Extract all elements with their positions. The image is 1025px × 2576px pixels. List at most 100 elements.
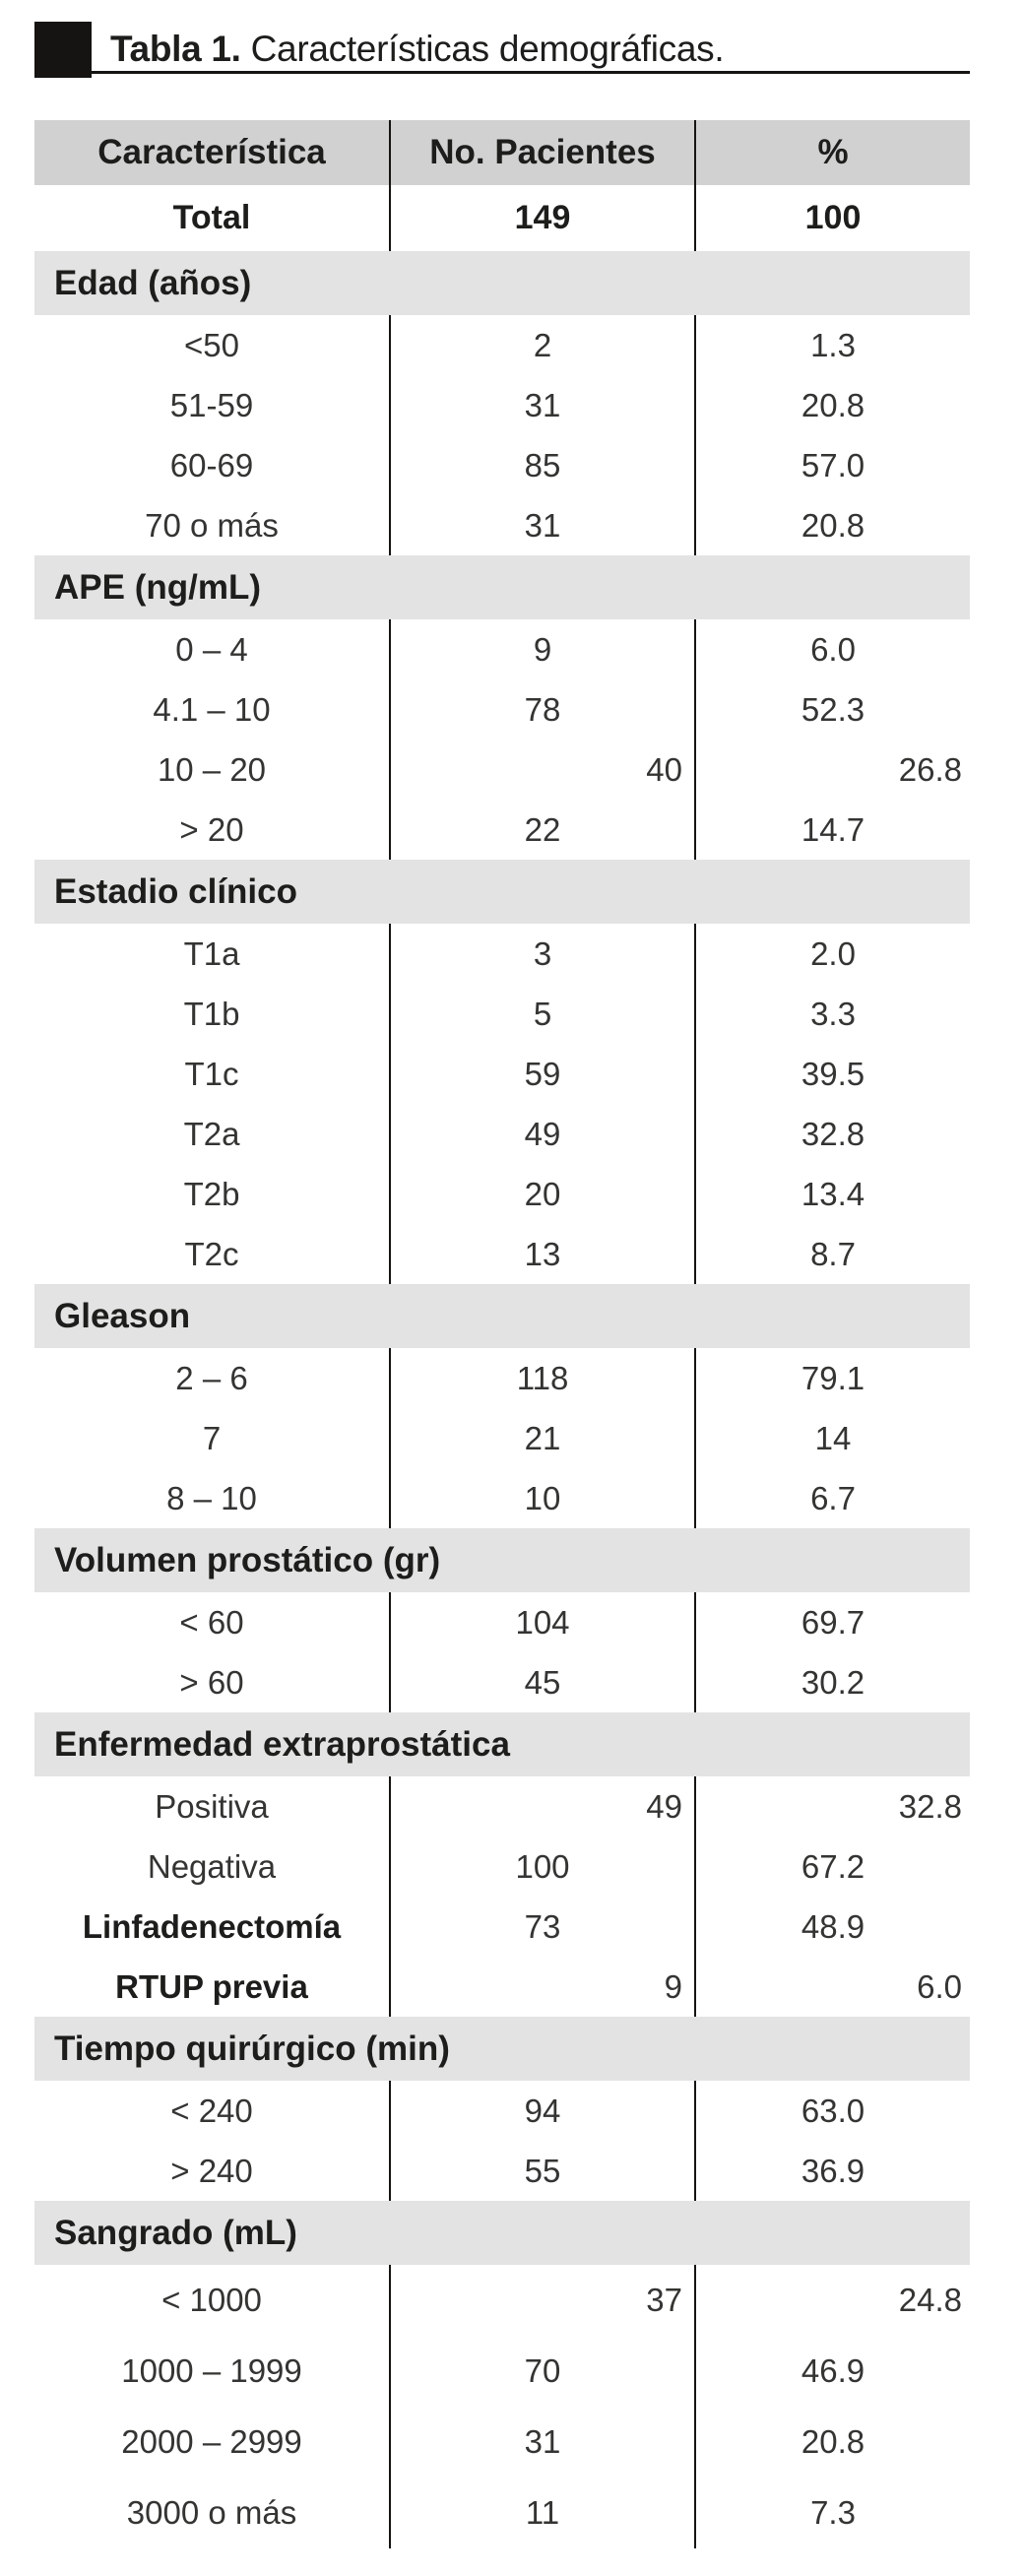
row-pct-value: 20.8 [694,2407,970,2478]
row-label: 1000 – 1999 [121,2352,302,2389]
table-row: 10 – 20 40 26.8 [34,740,970,800]
row-pct-value: 20.8 [694,495,970,555]
row-pct-value: 46.9 [694,2336,970,2407]
table-row: <50 2 1.3 [34,315,970,375]
row-label: > 60 [179,1663,244,1701]
section-band: Sangrado (mL) [34,2201,970,2265]
row-pct-value: 67.2 [694,1836,970,1897]
row-n-value: 45 [389,1652,694,1712]
table-row: 51-59 31 20.8 [34,375,970,435]
row-n-value: 31 [389,495,694,555]
row-pct-value: 24.8 [694,2265,970,2336]
row-label: Total [172,199,251,236]
row-n-value: 149 [389,185,694,251]
section-label: Sangrado (mL) [54,2213,297,2252]
row-n-value: 37 [389,2265,694,2336]
table-row: RTUP previa 9 6.0 [34,1957,970,2017]
table-row: Negativa 100 67.2 [34,1836,970,1897]
row-label: 60-69 [169,446,254,483]
total-row: Total 149 100 [34,185,970,251]
table-row: < 60 104 69.7 [34,1592,970,1652]
row-n-value: 59 [389,1044,694,1104]
row-n-value: 118 [389,1348,694,1408]
table-row: 2000 – 2999 31 20.8 [34,2407,970,2478]
row-pct-value: 100 [694,185,970,251]
section-band: APE (ng/mL) [34,555,970,619]
row-pct-value: 14 [694,1408,970,1468]
row-n-value: 85 [389,435,694,495]
row-label: T2c [184,1235,239,1272]
row-label: 70 o más [145,506,279,544]
row-label: T1c [184,1055,239,1092]
row-pct-value: 79.1 [694,1348,970,1408]
row-label: RTUP previa [115,1967,308,2005]
row-label: > 20 [179,810,244,848]
row-pct-value: 20.8 [694,375,970,435]
table-row: 1000 – 1999 70 46.9 [34,2336,970,2407]
table-header-row: Característica No. Pacientes % [34,120,970,185]
row-label: < 1000 [161,2282,262,2318]
row-label: 4.1 – 10 [153,690,271,728]
row-pct-value: 30.2 [694,1652,970,1712]
table-row: T2a 49 32.8 [34,1104,970,1164]
row-label: 7 [202,1419,222,1456]
section-band: Volumen prostático (gr) [34,1528,970,1592]
table-row: T1c 59 39.5 [34,1044,970,1104]
row-n-value: 78 [389,679,694,740]
row-pct-value: 2.0 [694,924,970,984]
row-label: <50 [184,326,239,363]
row-pct-value: 69.7 [694,1592,970,1652]
section-label: Volumen prostático (gr) [54,1540,441,1579]
row-pct-value: 6.7 [694,1468,970,1528]
row-n-value: 55 [389,2141,694,2201]
table-row: T2c 13 8.7 [34,1224,970,1284]
table-body: Edad (años) <50 2 1.3 51-59 31 20.8 60-6… [34,251,970,2548]
section-band: Estadio clínico [34,860,970,924]
table-row: T1b 5 3.3 [34,984,970,1044]
row-pct-value: 6.0 [694,1957,970,2017]
row-pct-value: 14.7 [694,800,970,860]
row-label: Linfadenectomía [82,1907,342,1945]
section-band: Enfermedad extraprostática [34,1712,970,1776]
row-n-value: 20 [389,1164,694,1224]
table-row: < 1000 37 24.8 [34,2265,970,2336]
section-label: Tiempo quirúrgico (min) [54,2029,450,2068]
column-header-percent: % [694,120,970,185]
row-label: Negativa [147,1847,277,1885]
row-n-value: 31 [389,2407,694,2478]
row-label: < 60 [179,1603,244,1641]
row-n-value: 49 [389,1776,694,1836]
row-pct-value: 6.0 [694,619,970,679]
title-rule [92,71,970,74]
row-pct-value: 3.3 [694,984,970,1044]
section-label: APE (ng/mL) [54,567,261,607]
row-n-value: 5 [389,984,694,1044]
section-band: Tiempo quirúrgico (min) [34,2017,970,2081]
row-pct-value: 13.4 [694,1164,970,1224]
row-n-value: 31 [389,375,694,435]
table-row: 3000 o más 11 7.3 [34,2478,970,2548]
section-label: Edad (años) [54,263,252,302]
row-pct-value: 48.9 [694,1897,970,1957]
table-row: T1a 3 2.0 [34,924,970,984]
row-pct-value: 1.3 [694,315,970,375]
row-label: T1a [183,934,240,972]
row-label: T2a [183,1115,240,1152]
table-title: Tabla 1. Características demográficas. [110,30,725,69]
table-row: < 240 94 63.0 [34,2081,970,2141]
row-n-value: 21 [389,1408,694,1468]
row-n-value: 9 [389,619,694,679]
row-pct-value: 52.3 [694,679,970,740]
row-n-value: 49 [389,1104,694,1164]
row-pct-value: 36.9 [694,2141,970,2201]
row-label: < 240 [170,2092,253,2129]
row-n-value: 11 [389,2478,694,2548]
row-label: Positiva [155,1787,269,1825]
row-pct-value: 7.3 [694,2478,970,2548]
row-label: 3000 o más [126,2494,297,2531]
section-band: Gleason [34,1284,970,1348]
row-n-value: 73 [389,1897,694,1957]
row-n-value: 104 [389,1592,694,1652]
row-label: 0 – 4 [175,630,248,668]
row-label: T1b [183,995,240,1032]
